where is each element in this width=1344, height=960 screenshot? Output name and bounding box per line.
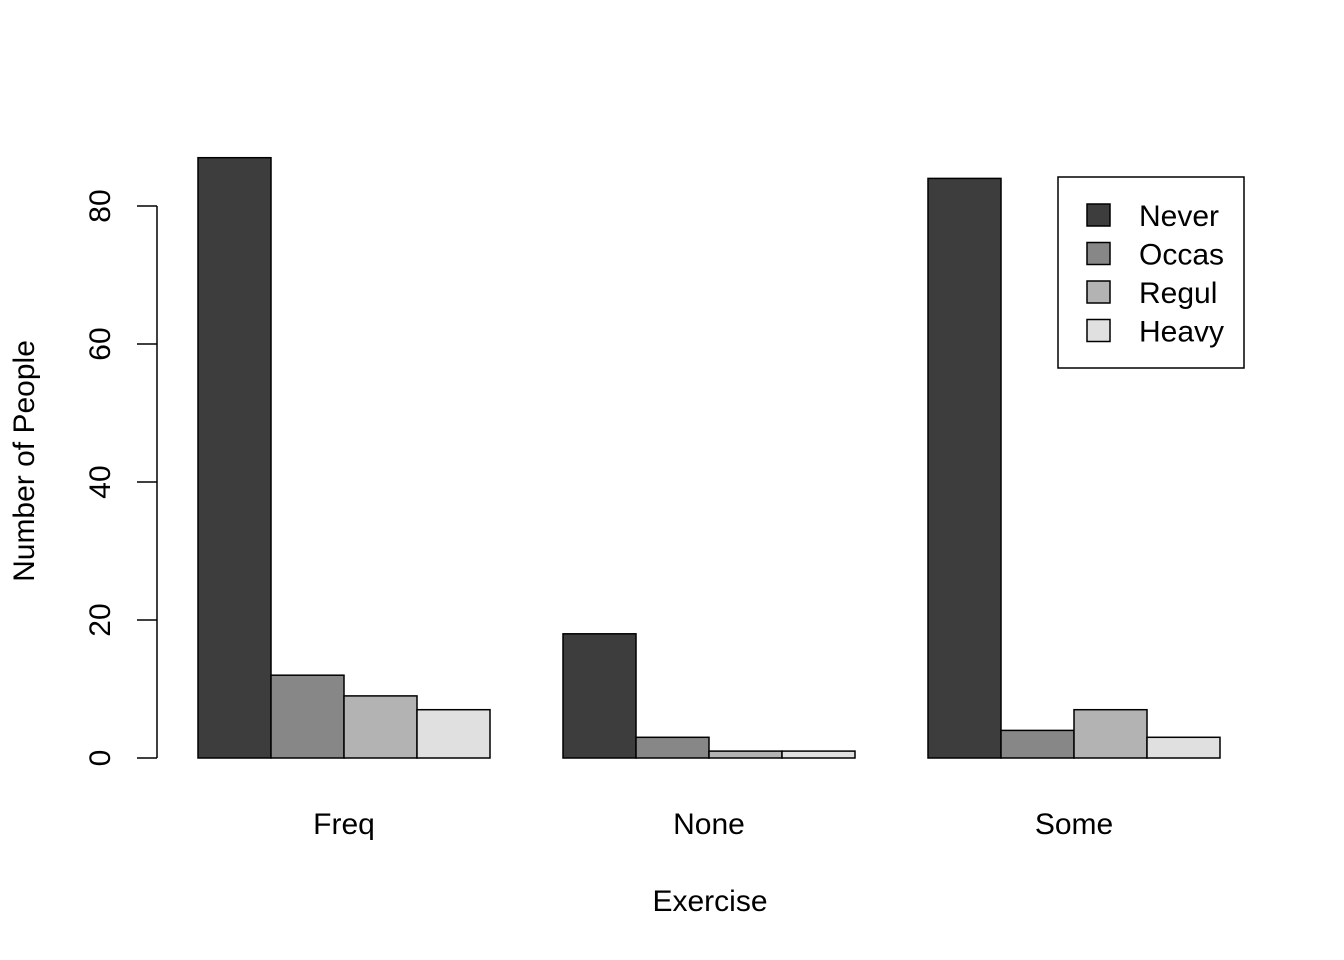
legend-label-occas: Occas — [1139, 239, 1224, 272]
x-axis-label: Exercise — [652, 885, 767, 918]
bar-freq-never — [197, 156, 272, 759]
legend-label-heavy: Heavy — [1139, 316, 1224, 349]
y-ticks: 0 20 40 60 80 — [84, 189, 157, 766]
legend-items: Never Occas Regul Heavy — [1086, 200, 1224, 349]
legend-swatch-heavy — [1086, 318, 1111, 343]
legend-swatch-never — [1086, 203, 1111, 227]
bar-some-regul — [1073, 708, 1148, 759]
bar-some-occas — [1000, 729, 1075, 759]
y-tick-label: 60 — [84, 327, 117, 360]
y-tick-label: 0 — [84, 750, 117, 767]
bar-none-heavy — [781, 750, 856, 759]
legend-swatch-occas — [1086, 241, 1111, 266]
bar-freq-heavy — [416, 708, 491, 759]
y-tick-label: 20 — [84, 603, 117, 636]
bar-none-occas — [635, 736, 710, 759]
x-category-labels: Freq None Some — [313, 808, 1113, 841]
x-tick-label-none: None — [673, 808, 745, 841]
legend-swatch-regul — [1086, 280, 1111, 304]
x-tick-label-freq: Freq — [313, 808, 375, 841]
x-tick-label-some: Some — [1035, 808, 1113, 841]
bar-some-never — [927, 177, 1002, 759]
bar-freq-regul — [343, 695, 418, 759]
bar-freq-occas — [270, 674, 345, 759]
bar-none-never — [562, 633, 637, 759]
legend-label-regul: Regul — [1139, 277, 1217, 310]
y-axis: 0 20 40 60 80 — [84, 189, 158, 766]
y-tick-label: 80 — [84, 189, 117, 222]
legend-label-never: Never — [1139, 200, 1219, 233]
y-tick-label: 40 — [84, 465, 117, 498]
bar-none-regul — [708, 750, 783, 759]
legend: Never Occas Regul Heavy — [1057, 176, 1245, 369]
bar-some-heavy — [1146, 736, 1221, 759]
bars-layer — [197, 156, 1221, 759]
y-axis-label: Number of People — [8, 340, 41, 582]
